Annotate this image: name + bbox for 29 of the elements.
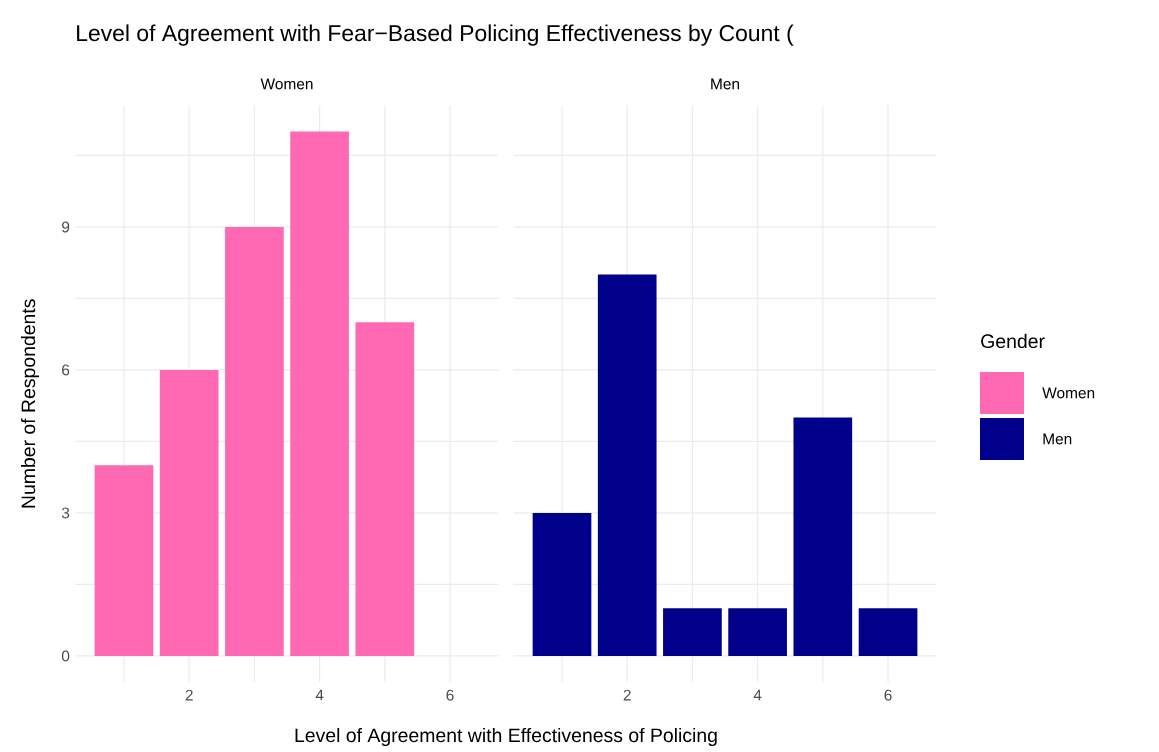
- x-tick-label: 6: [884, 689, 892, 701]
- chart-subtitle: Men: [711, 78, 740, 90]
- bar: [94, 465, 154, 656]
- bar: [597, 274, 657, 656]
- bar: [793, 417, 853, 656]
- bar: [290, 131, 349, 656]
- bar: [225, 226, 284, 656]
- y-tick-label: 6: [62, 364, 70, 376]
- bar: [159, 369, 219, 656]
- x-tick-label: 2: [185, 689, 193, 701]
- bar: [355, 322, 415, 656]
- legend-title: Gender: [981, 333, 1045, 349]
- text: Women: [1042, 387, 1095, 399]
- text: Men: [1043, 433, 1072, 445]
- bar: [663, 608, 722, 656]
- chart-title: Level of Agreement with Fear−Based Policing Effectiveness by Count (: [77, 24, 794, 46]
- chart-subtitle: Women: [260, 78, 313, 90]
- y-tick-label: 9: [62, 221, 70, 233]
- y-axis-title: Number of Respondents: [20, 299, 40, 508]
- x-tick-label: 2: [623, 689, 631, 701]
- bar: [858, 608, 918, 656]
- bar: [728, 608, 787, 656]
- x-tick-label: 4: [315, 689, 324, 701]
- y-tick-label: 0: [61, 650, 70, 662]
- bar: [532, 512, 592, 656]
- x-tick-label: 4: [753, 689, 762, 701]
- x-tick-label: 6: [446, 689, 454, 701]
- y-tick-label: 3: [61, 507, 70, 519]
- x-axis-title: Level of Agreement with Effectiveness of Policing: [295, 727, 717, 747]
